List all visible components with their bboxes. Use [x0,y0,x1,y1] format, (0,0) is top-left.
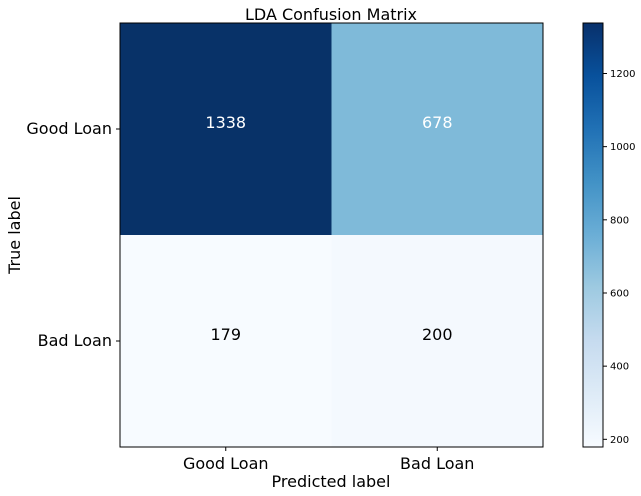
colorbar-tick-label: 1000 [610,142,635,153]
cell-value-label: 678 [422,113,453,132]
cell-value-label: 1338 [205,113,246,132]
heatmap-cells [120,23,544,448]
colorbar-tick-label: 1200 [610,69,635,80]
colorbar-tick-label: 200 [610,435,629,446]
colorbar-frame [582,22,604,448]
colorbar: 200 400 600 800 1000 1200 [582,22,635,448]
cell-value-label: 200 [422,325,453,344]
colorbar-tick-label: 600 [610,288,629,299]
heatmap-cell [331,23,544,236]
chart-title: LDA Confusion Matrix [245,5,417,24]
y-tick-label: Bad Loan [38,331,112,350]
plot-frame [119,22,544,448]
x-axis-label: Predicted label [272,472,391,491]
colorbar-tick-label: 400 [610,362,629,373]
x-axis-ticks: Good Loan Bad Loan [183,447,474,473]
cell-value-label: 179 [210,325,241,344]
colorbar-ticks: 200 400 600 800 1000 1200 [603,69,635,446]
y-tick-label: Good Loan [26,119,112,138]
y-axis-ticks: Good Loan Bad Loan [26,119,120,350]
y-axis-label: True label [5,196,24,275]
colorbar-gradient [583,23,603,447]
heatmap-cell [331,235,544,448]
heatmap-cell-labels: 1338 678 179 200 [205,113,452,344]
x-tick-label: Bad Loan [400,454,474,473]
colorbar-tick-label: 800 [610,215,629,226]
x-tick-label: Good Loan [183,454,269,473]
heatmap-cell [120,23,332,236]
heatmap-cell [120,235,332,448]
